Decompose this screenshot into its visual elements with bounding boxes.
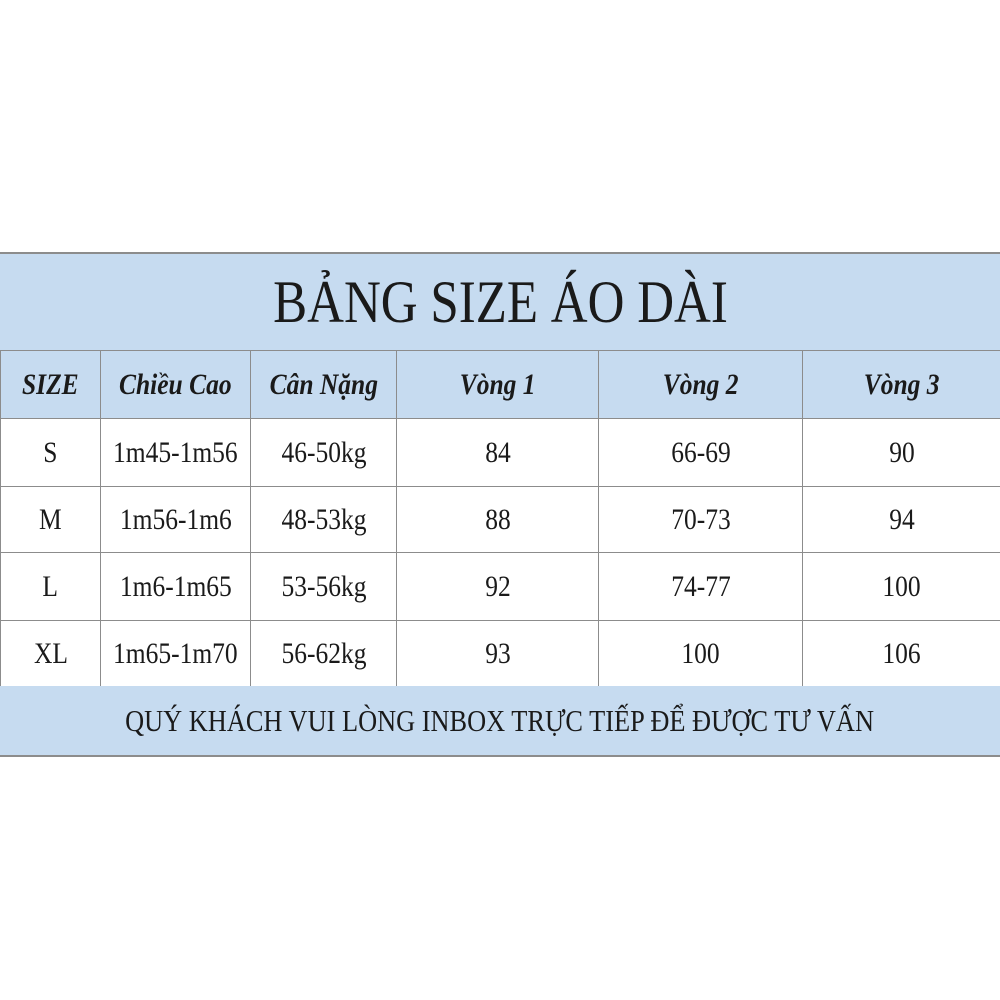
table-cell: XL xyxy=(0,620,101,687)
header-cell: SIZE xyxy=(0,350,101,419)
table-cell: 93 xyxy=(396,620,599,687)
cell-text: 1m56-1m6 xyxy=(119,502,232,536)
footer-band: QUÝ KHÁCH VUI LÒNG INBOX TRỰC TIẾP ĐỂ ĐƯ… xyxy=(0,686,1000,757)
table-cell: S xyxy=(0,418,101,487)
cell-text: SIZE xyxy=(22,367,79,401)
table-cell: 1m45-1m56 xyxy=(100,418,251,487)
table-cell: 1m65-1m70 xyxy=(100,620,251,687)
cell-text: Cân Nặng xyxy=(269,367,378,401)
header-cell: Cân Nặng xyxy=(250,350,397,419)
cell-text: 53-56kg xyxy=(281,569,366,603)
table-cell: 56-62kg xyxy=(250,620,397,687)
cell-text: S xyxy=(43,435,58,469)
table-cell: 92 xyxy=(396,552,599,621)
title: BẢNG SIZE ÁO DÀI xyxy=(272,268,728,335)
table-cell: 84 xyxy=(396,418,599,487)
cell-text: Chiều Cao xyxy=(119,367,232,401)
cell-text: 1m6-1m65 xyxy=(119,569,232,603)
cell-text: 48-53kg xyxy=(281,502,366,536)
cell-text: Vòng 3 xyxy=(863,367,940,401)
cell-text: 70-73 xyxy=(670,502,731,536)
cell-text: 106 xyxy=(882,636,921,670)
table-cell: 100 xyxy=(598,620,803,687)
table-cell: 74-77 xyxy=(598,552,803,621)
cell-text: 56-62kg xyxy=(281,636,366,670)
cell-text: 84 xyxy=(484,435,511,469)
table-cell: 70-73 xyxy=(598,486,803,553)
table-cell: 106 xyxy=(802,620,1000,687)
cell-text: 94 xyxy=(888,502,915,536)
cell-text: M xyxy=(39,502,62,536)
table-cell: 100 xyxy=(802,552,1000,621)
table-cell: M xyxy=(0,486,101,553)
cell-text: 74-77 xyxy=(670,569,731,603)
cell-text: 92 xyxy=(484,569,511,603)
table-cell: 90 xyxy=(802,418,1000,487)
table-cell: 94 xyxy=(802,486,1000,553)
table-cell: 1m56-1m6 xyxy=(100,486,251,553)
table-cell: 53-56kg xyxy=(250,552,397,621)
table-cell: 48-53kg xyxy=(250,486,397,553)
cell-text: XL xyxy=(33,636,68,670)
table-cell: 1m6-1m65 xyxy=(100,552,251,621)
cell-text: 46-50kg xyxy=(281,435,366,469)
cell-text: 90 xyxy=(888,435,915,469)
cell-text: 1m45-1m56 xyxy=(113,435,238,469)
table-cell: 46-50kg xyxy=(250,418,397,487)
header-cell: Vòng 1 xyxy=(396,350,599,419)
footer-note: QUÝ KHÁCH VUI LÒNG INBOX TRỰC TIẾP ĐỂ ĐƯ… xyxy=(125,702,875,738)
cell-text: 100 xyxy=(681,636,720,670)
cell-text: L xyxy=(42,569,59,603)
table-cell: 66-69 xyxy=(598,418,803,487)
cell-text: 93 xyxy=(484,636,511,670)
header-cell: Vòng 3 xyxy=(802,350,1000,419)
title-band: BẢNG SIZE ÁO DÀI xyxy=(0,252,1000,350)
cell-text: Vòng 2 xyxy=(662,367,739,401)
header-cell: Vòng 2 xyxy=(598,350,803,419)
cell-text: 100 xyxy=(882,569,921,603)
cell-text: 1m65-1m70 xyxy=(113,636,238,670)
header-cell: Chiều Cao xyxy=(100,350,251,419)
cell-text: 66-69 xyxy=(670,435,731,469)
table-cell: 88 xyxy=(396,486,599,553)
cell-text: 88 xyxy=(484,502,511,536)
cell-text: Vòng 1 xyxy=(459,367,536,401)
table-cell: L xyxy=(0,552,101,621)
